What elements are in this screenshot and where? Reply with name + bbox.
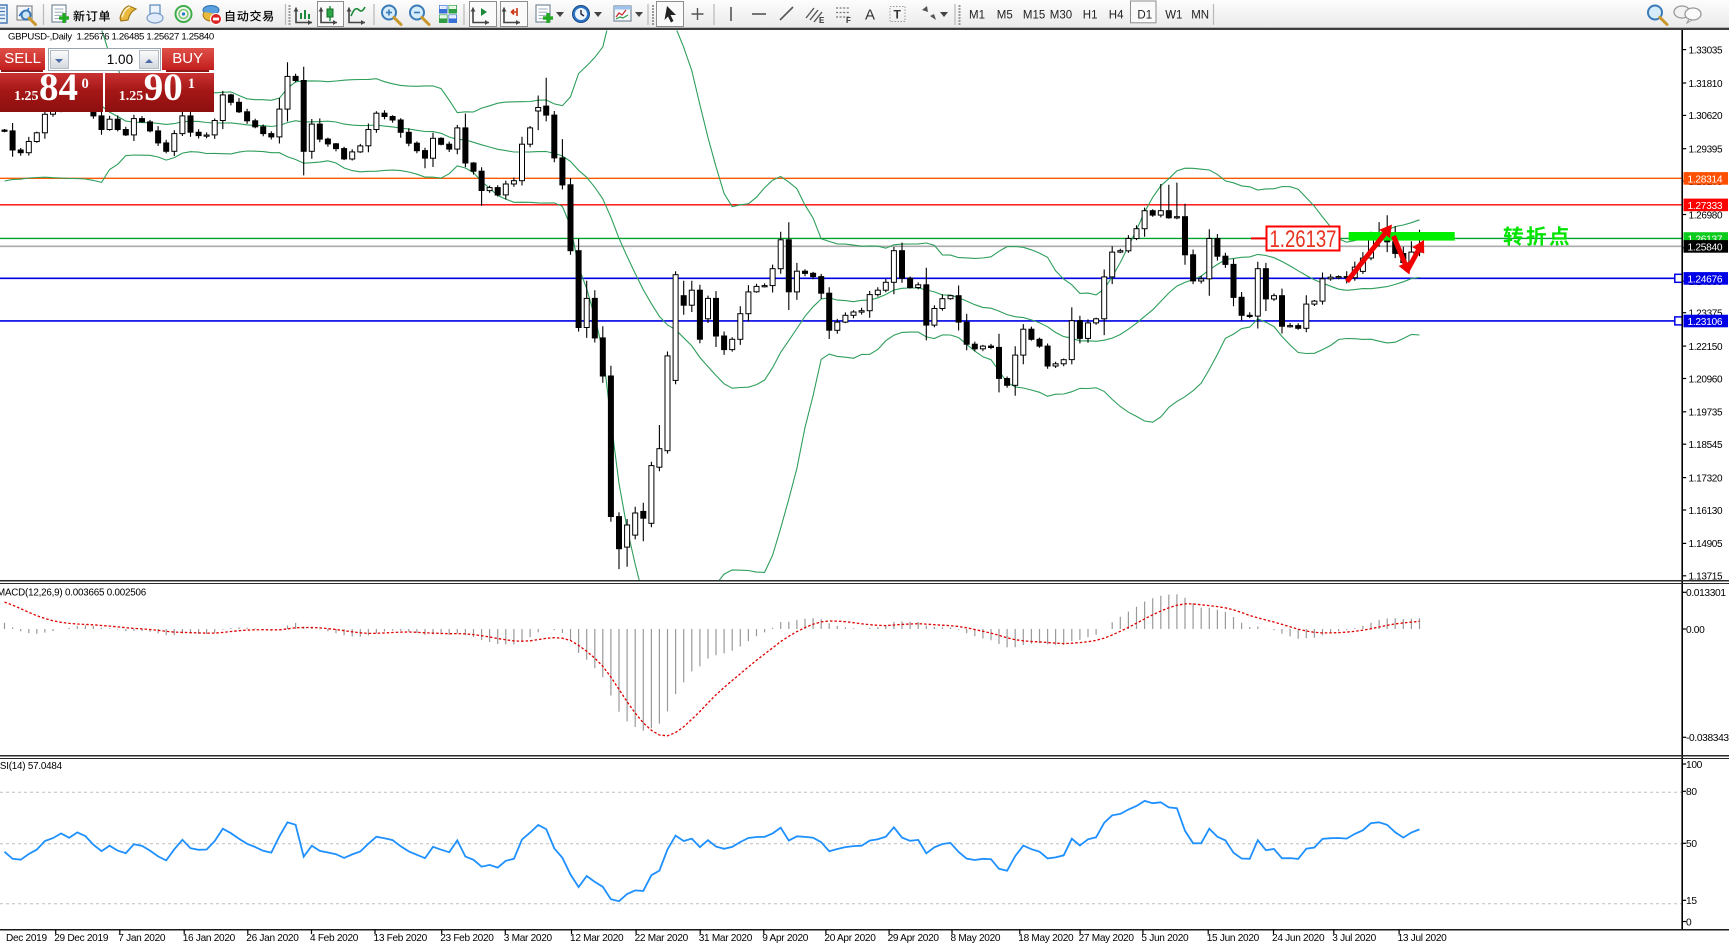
- svg-text:1.23375: 1.23375: [1689, 309, 1723, 320]
- svg-text:0: 0: [1686, 917, 1692, 928]
- svg-text:13 Feb 2020: 13 Feb 2020: [374, 933, 428, 944]
- svg-text:16 Jan 2020: 16 Jan 2020: [183, 933, 236, 944]
- svg-text:0.013301: 0.013301: [1686, 588, 1726, 599]
- svg-text:12 Mar 2020: 12 Mar 2020: [570, 933, 624, 944]
- svg-text:29 Dec 2019: 29 Dec 2019: [54, 933, 109, 944]
- svg-text:0.00: 0.00: [1686, 625, 1705, 636]
- svg-text:22 Mar 2020: 22 Mar 2020: [635, 933, 689, 944]
- svg-text:MACD(12,26,9) 0.003665 0.00250: MACD(12,26,9) 0.003665 0.002506: [0, 588, 147, 599]
- svg-text:1.16130: 1.16130: [1689, 506, 1723, 517]
- svg-text:T: T: [894, 8, 902, 22]
- svg-text:A: A: [865, 7, 875, 24]
- svg-text:1.29395: 1.29395: [1689, 145, 1723, 156]
- svg-text:50: 50: [1686, 839, 1697, 850]
- svg-text:5 Jun 2020: 5 Jun 2020: [1141, 933, 1189, 944]
- svg-text:1.18545: 1.18545: [1689, 440, 1723, 451]
- svg-text:M1: M1: [969, 10, 985, 22]
- svg-text:W1: W1: [1165, 10, 1182, 22]
- svg-text:GBPUSD-,Daily 1.25676 1.26485: GBPUSD-,Daily 1.25676 1.26485 1.25627 1.…: [8, 32, 214, 43]
- svg-text:4 Feb 2020: 4 Feb 2020: [310, 933, 359, 944]
- svg-text:1.24676: 1.24676: [1688, 274, 1723, 285]
- svg-text:80: 80: [1686, 787, 1697, 798]
- svg-text:1.17320: 1.17320: [1689, 473, 1723, 484]
- svg-text:23 Feb 2020: 23 Feb 2020: [440, 933, 494, 944]
- svg-text:M5: M5: [997, 10, 1013, 22]
- svg-text:1.19735: 1.19735: [1689, 408, 1723, 419]
- svg-text:1.25840: 1.25840: [1688, 242, 1723, 253]
- svg-text:1.33035: 1.33035: [1689, 45, 1723, 56]
- svg-text:9 Apr 2020: 9 Apr 2020: [762, 933, 809, 944]
- svg-text:Dec 2019: Dec 2019: [6, 933, 47, 944]
- svg-text:15 Jun 2020: 15 Jun 2020: [1207, 933, 1260, 944]
- svg-text:18 May 2020: 18 May 2020: [1018, 933, 1074, 944]
- svg-text:3 Jul 2020: 3 Jul 2020: [1332, 933, 1376, 944]
- svg-text:1.23106: 1.23106: [1688, 317, 1723, 328]
- svg-text:1.20960: 1.20960: [1689, 374, 1723, 385]
- svg-text:29 Apr 2020: 29 Apr 2020: [888, 933, 940, 944]
- svg-text:27 May 2020: 27 May 2020: [1079, 933, 1135, 944]
- svg-text:M15: M15: [1023, 10, 1045, 22]
- svg-text:13 Jul 2020: 13 Jul 2020: [1398, 933, 1448, 944]
- svg-text:100: 100: [1686, 760, 1703, 771]
- svg-text:1.26137: 1.26137: [1270, 226, 1337, 253]
- svg-text:1.31810: 1.31810: [1689, 79, 1723, 90]
- svg-text:E: E: [819, 16, 825, 25]
- svg-text:1.30620: 1.30620: [1689, 111, 1723, 122]
- svg-text:H4: H4: [1109, 10, 1124, 22]
- svg-text:1.27333: 1.27333: [1688, 201, 1723, 212]
- svg-text:1.28314: 1.28314: [1688, 174, 1723, 185]
- svg-text:F: F: [846, 16, 851, 25]
- svg-text:26 Jan 2020: 26 Jan 2020: [246, 933, 299, 944]
- svg-text:H1: H1: [1083, 10, 1098, 22]
- svg-text:24 Jun 2020: 24 Jun 2020: [1272, 933, 1325, 944]
- svg-text:3 Mar 2020: 3 Mar 2020: [504, 933, 553, 944]
- svg-text:1.26980: 1.26980: [1689, 210, 1723, 221]
- svg-text:RSI(14) 57.0484: RSI(14) 57.0484: [0, 761, 63, 772]
- svg-text:15: 15: [1686, 896, 1697, 907]
- svg-text:-0.038343: -0.038343: [1686, 733, 1729, 744]
- svg-text:20 Apr 2020: 20 Apr 2020: [824, 933, 876, 944]
- svg-text:MN: MN: [1191, 10, 1209, 22]
- svg-text:M30: M30: [1050, 10, 1072, 22]
- svg-text:8 May 2020: 8 May 2020: [951, 933, 1001, 944]
- svg-text:31 Mar 2020: 31 Mar 2020: [699, 933, 753, 944]
- svg-text:7 Jan 2020: 7 Jan 2020: [118, 933, 166, 944]
- svg-text:D1: D1: [1137, 10, 1152, 22]
- svg-text:1.26137: 1.26137: [1688, 234, 1723, 245]
- svg-text:1.13715: 1.13715: [1689, 572, 1723, 583]
- svg-text:1.14905: 1.14905: [1689, 539, 1723, 550]
- svg-text:1.22150: 1.22150: [1689, 342, 1723, 353]
